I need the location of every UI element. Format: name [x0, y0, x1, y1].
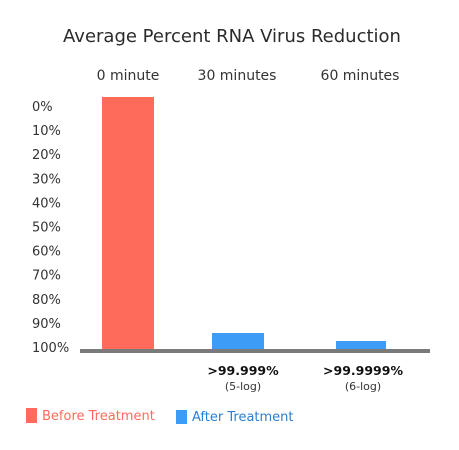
y-tick-label: 30%: [32, 172, 61, 187]
y-tick-label: 40%: [32, 196, 61, 211]
data-label-30-minutes: >99.999%: [207, 363, 279, 378]
y-tick-label: 90%: [32, 317, 61, 332]
bar-0-minute: [102, 97, 154, 349]
y-tick-label: 100%: [32, 341, 69, 356]
bars: [102, 97, 386, 349]
y-tick-label: 20%: [32, 148, 61, 163]
category-label-1: 30 minutes: [198, 68, 277, 84]
data-label-60-minutes: >99.9999%: [323, 363, 403, 378]
y-tick-label: 70%: [32, 269, 61, 284]
bar-30-minutes: [212, 333, 264, 349]
data-sublabel-60-minutes: (6-log): [345, 380, 381, 393]
y-tick-label: 80%: [32, 293, 61, 308]
y-axis-ticks: 0% 10% 20% 30% 40% 50% 60% 70% 80% 90% 100%: [32, 100, 69, 356]
bar-60-minutes: [336, 341, 386, 349]
legend-swatch-before-treatment: [26, 408, 37, 423]
chart-title: Average Percent RNA Virus Reduction: [63, 26, 401, 47]
legend-label-after-treatment: After Treatment: [192, 410, 294, 425]
y-tick-label: 50%: [32, 221, 61, 236]
y-tick-label: 10%: [32, 124, 61, 139]
data-sublabel-30-minutes: (5-log): [225, 380, 261, 393]
y-tick-label: 60%: [32, 245, 61, 260]
category-label-2: 60 minutes: [321, 68, 400, 84]
category-label-0: 0 minute: [97, 68, 160, 84]
baseline: [80, 349, 430, 353]
legend-swatch-after-treatment: [176, 410, 187, 424]
legend-label-before-treatment: Before Treatment: [42, 409, 155, 424]
y-tick-label: 0%: [32, 100, 53, 115]
